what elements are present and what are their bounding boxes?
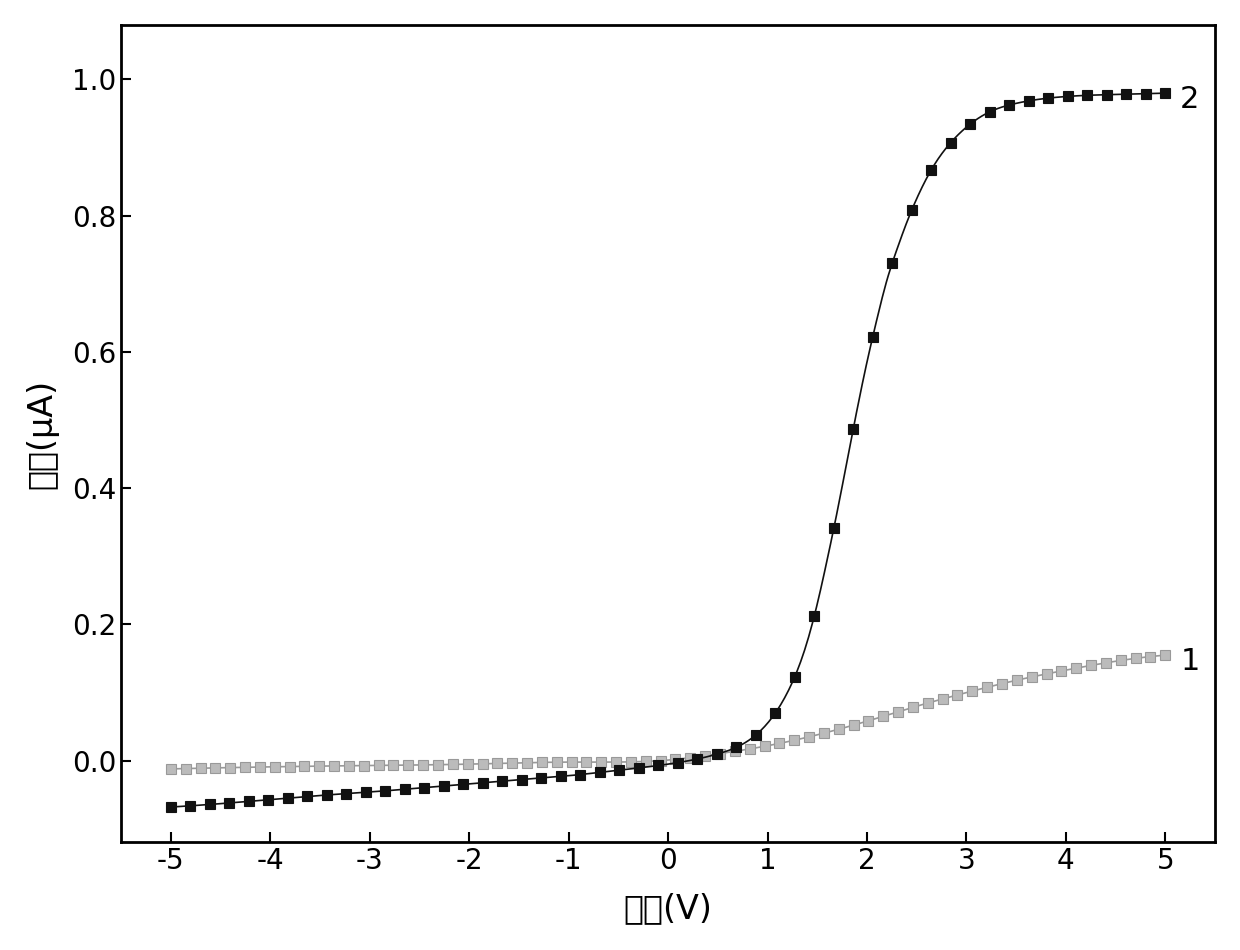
Text: 1: 1 <box>1180 648 1199 676</box>
Text: 2: 2 <box>1180 86 1199 114</box>
Y-axis label: 电流(μA): 电流(μA) <box>25 379 58 489</box>
X-axis label: 电压(V): 电压(V) <box>624 892 713 925</box>
